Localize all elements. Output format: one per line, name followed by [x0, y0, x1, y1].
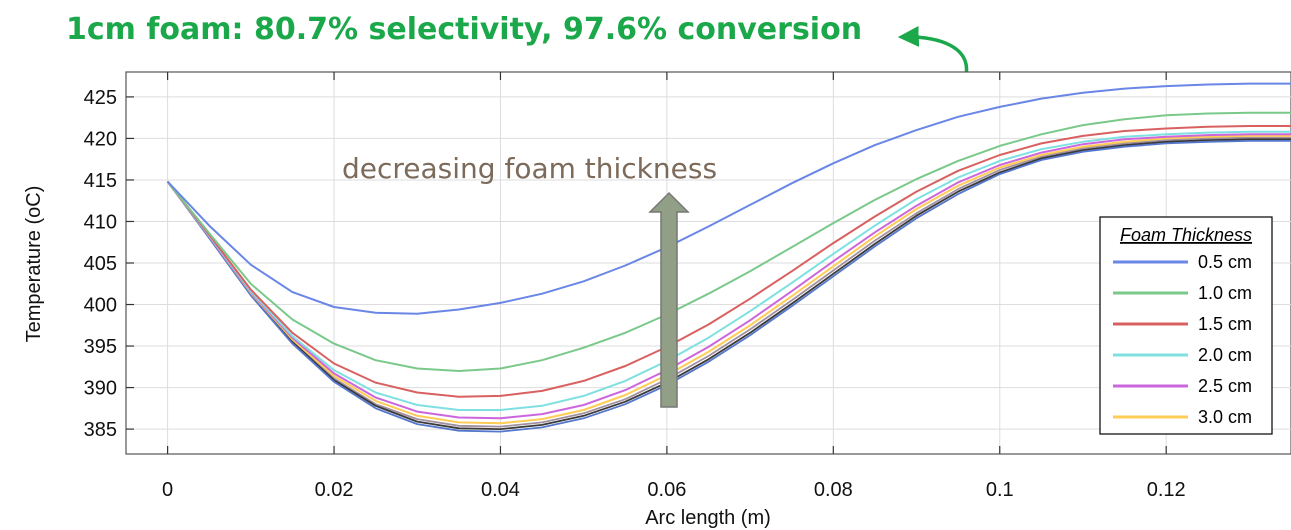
x-axis-label: Arc length (m): [645, 507, 771, 529]
y-tick-label: 410: [84, 211, 117, 233]
y-tick-label: 395: [84, 336, 117, 358]
y-tick-label: 405: [84, 253, 117, 275]
y-axis-label: Temperature (oC): [23, 186, 45, 343]
x-tick-label: 0.06: [647, 479, 686, 501]
y-tick-label: 420: [84, 128, 117, 150]
legend-label: 3.0 cm: [1198, 407, 1252, 427]
x-tick-label: 0.12: [1147, 479, 1186, 501]
gridlines: [126, 72, 1291, 454]
x-tick-label: 0: [162, 479, 173, 501]
legend-items: 0.5 cm 1.0 cm 1.5 cm 2.0 cm 2.5 cm 3.0 cm: [1113, 252, 1252, 427]
trend-arrow: [648, 191, 690, 408]
series-line-1-5-cm: [166, 125, 1291, 398]
legend-label: 0.5 cm: [1198, 252, 1252, 272]
legend: Foam Thickness 0.5 cm 1.0 cm 1.5 cm 2.0 cm 2…: [1099, 216, 1273, 435]
y-tick-label: 390: [84, 378, 117, 400]
legend-label: 2.5 cm: [1198, 376, 1252, 396]
legend-label: 1.5 cm: [1198, 314, 1252, 334]
series-line-3-0-cm: [166, 134, 1291, 425]
series-line-1-0-cm: [166, 111, 1291, 372]
y-tick-label: 425: [84, 87, 117, 109]
y-tick-label: 415: [84, 170, 117, 192]
unlabeled-series-line-3: [166, 140, 1291, 433]
legend-title: Foam Thickness: [1120, 225, 1252, 245]
series-line-2-0-cm: [166, 130, 1291, 411]
x-tick-label: 0.02: [315, 479, 354, 501]
y-tick-label: 400: [84, 295, 117, 317]
x-tick-label: 0.04: [481, 479, 520, 501]
series-line-2-5-cm: [166, 133, 1291, 420]
top-annotation: 1cm foam: 80.7% selectivity, 97.6% conve…: [66, 12, 862, 47]
y-tick-label: 385: [84, 419, 117, 441]
unlabeled-series-line-1: [166, 136, 1291, 428]
unlabeled-series-line-2: [166, 138, 1291, 430]
trend-annotation: decreasing foam thickness: [342, 152, 717, 185]
series-lines: [166, 82, 1291, 433]
x-tick-label: 0.08: [814, 479, 853, 501]
axis-ticks: 0 0.02 0.04 0.06 0.08 0.1 0.12 385 390 395 400 405 4…: [84, 72, 1186, 501]
x-tick-label: 0.1: [986, 479, 1014, 501]
legend-label: 1.0 cm: [1198, 283, 1252, 303]
legend-label: 2.0 cm: [1198, 345, 1252, 365]
series-line-0-5-cm: [166, 82, 1291, 315]
